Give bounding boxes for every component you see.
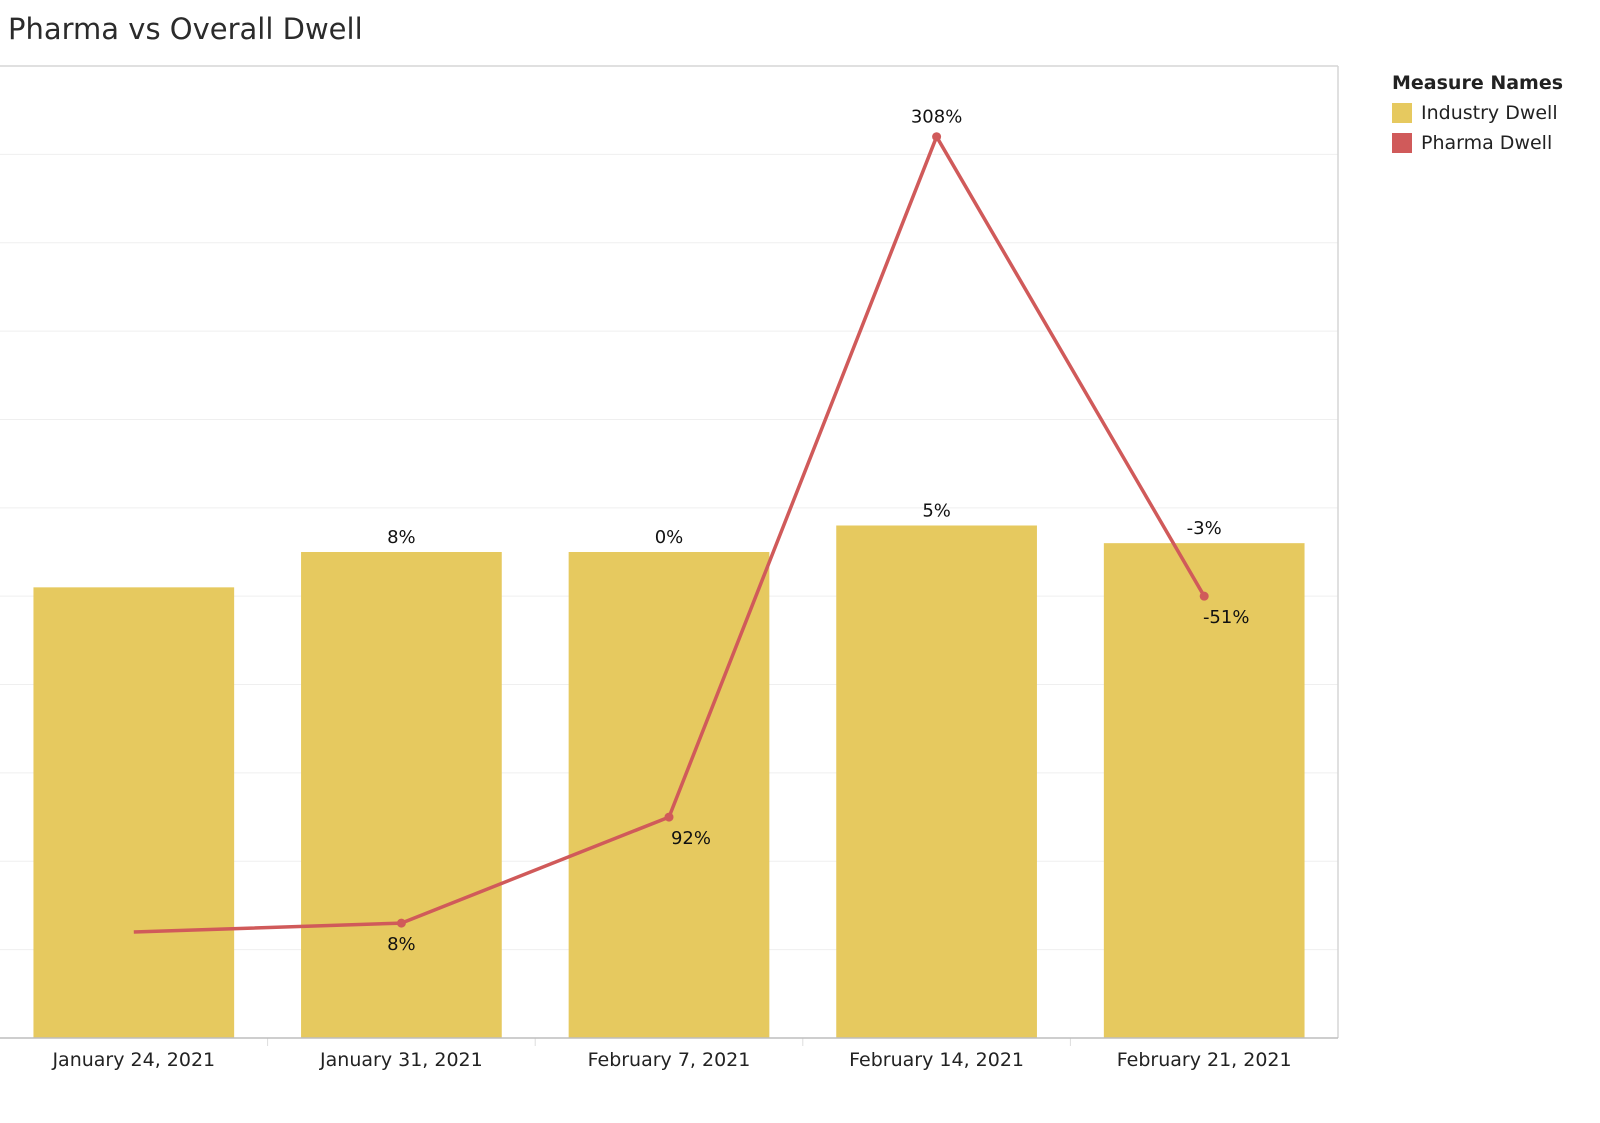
line-data-labels: 8% 92% 308% -51% xyxy=(387,107,1249,955)
line-data-label: 92% xyxy=(671,828,711,849)
x-tick-label: January 24, 2021 xyxy=(51,1049,215,1071)
legend-swatch-industry xyxy=(1392,103,1412,123)
line-point xyxy=(664,812,674,822)
x-tick-label: January 31, 2021 xyxy=(319,1049,483,1071)
bar xyxy=(836,525,1037,1038)
bar-data-label: 0% xyxy=(655,527,684,548)
line-point xyxy=(932,132,942,142)
line-data-label: 308% xyxy=(911,107,962,128)
legend-item-industry-dwell[interactable]: Industry Dwell xyxy=(1392,98,1563,128)
bar-data-label: 8% xyxy=(387,527,416,548)
legend-item-pharma-dwell[interactable]: Pharma Dwell xyxy=(1392,128,1563,158)
line-point xyxy=(1199,591,1209,601)
plot-frame xyxy=(0,65,1339,1039)
bar-series xyxy=(33,525,1305,1038)
line-data-label: 8% xyxy=(387,934,416,955)
legend-title: Measure Names xyxy=(1392,72,1564,94)
bar xyxy=(1103,543,1305,1038)
legend-swatch-pharma xyxy=(1392,133,1412,153)
x-tick-label: February 21, 2021 xyxy=(1117,1049,1292,1071)
line-point xyxy=(396,918,406,928)
x-tick-label: February 7, 2021 xyxy=(588,1049,751,1071)
line-series xyxy=(133,132,1209,934)
bar xyxy=(568,552,770,1038)
bar-data-labels: 8% 0% 5% -3% xyxy=(387,500,1222,548)
x-axis-ticks: January 24, 2021 January 31, 2021 February… xyxy=(51,1038,1292,1071)
line-data-label: -51% xyxy=(1203,607,1250,628)
legend: Measure Names Industry Dwell Pharma Dwel… xyxy=(1392,72,1563,158)
legend-label-industry: Industry Dwell xyxy=(1421,102,1558,124)
bar-data-label: -3% xyxy=(1187,518,1222,539)
x-tick-label: February 14, 2021 xyxy=(849,1049,1024,1071)
bar-data-label: 5% xyxy=(922,500,951,521)
bar xyxy=(301,552,502,1038)
bar xyxy=(33,587,235,1038)
chart-title: Pharma vs Overall Dwell xyxy=(8,12,363,46)
legend-label-pharma: Pharma Dwell xyxy=(1421,132,1553,154)
